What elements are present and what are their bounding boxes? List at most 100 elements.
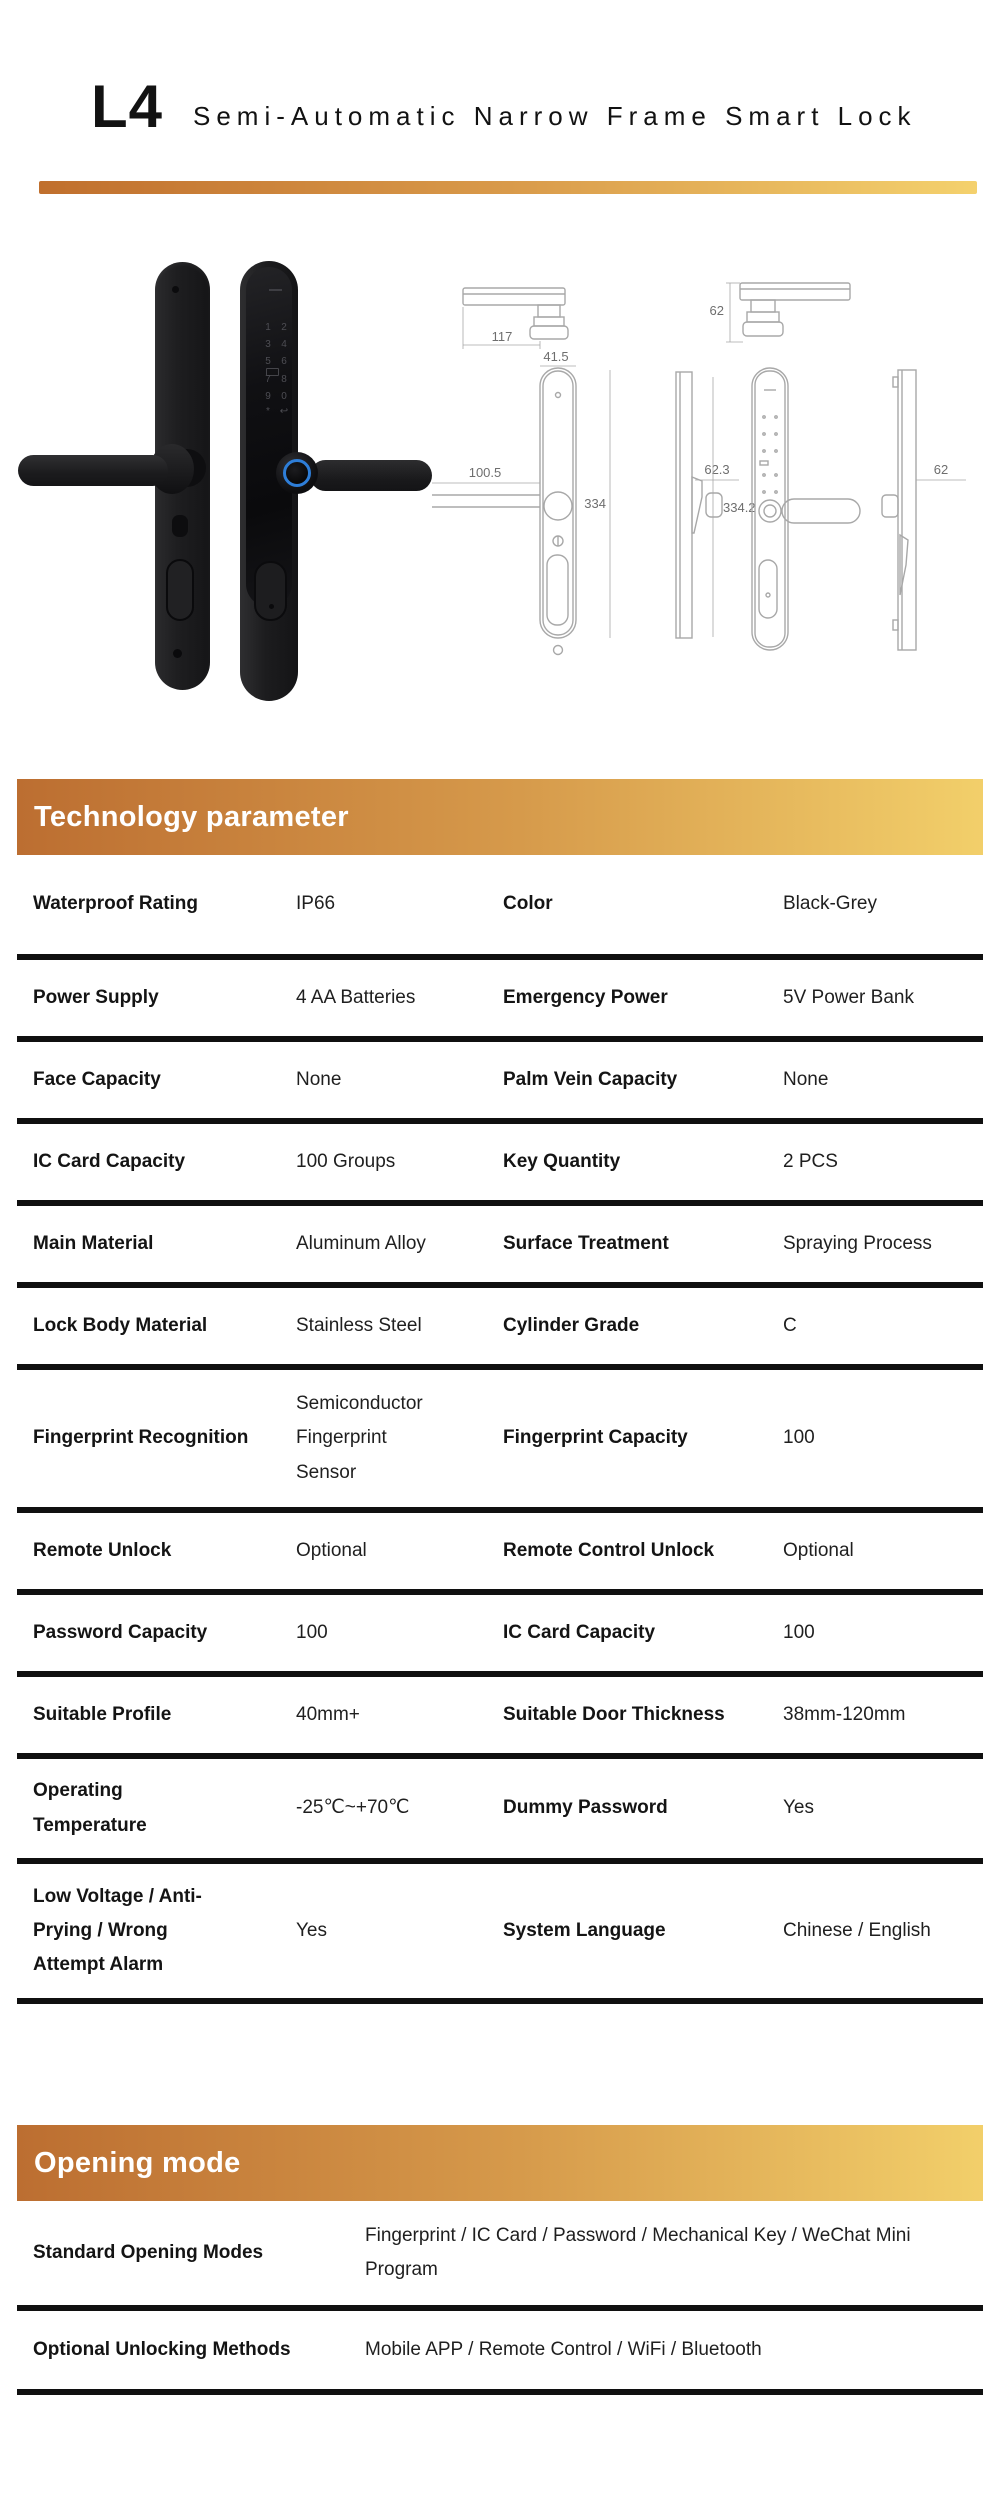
keypad-digit: 7 [265,374,271,385]
dimension-label: 62 [710,303,724,318]
product-model: L4 [91,73,164,140]
drawing-handle-top-right: 62 [710,282,851,343]
lock-front-lever-handle [310,460,432,491]
spec-value: None [783,1068,829,1090]
dimension-label: 62 [934,462,948,477]
table-row: Remote Unlock Optional Remote Control Un… [17,1513,983,1595]
spec-label: Operating Temperature [33,1780,147,1836]
keypad-digit: 2 [281,322,287,333]
spec-label: Fingerprint Capacity [503,1427,688,1449]
spec-label: Remote Control Unlock [503,1539,715,1561]
spec-label: Waterproof Rating [33,893,199,915]
dimension-label: 41.5 [543,349,568,364]
table-row: Password Capacity 100 IC Card Capacity 1… [17,1595,983,1677]
spec-value: Black-Grey [783,893,877,915]
spec-label: Lock Body Material [33,1314,208,1336]
spec-value: Spraying Process [783,1232,932,1254]
lock-back-indicator-dot [172,286,179,293]
keypad-digit: 3 [265,339,271,350]
spec-label: Face Capacity [33,1068,161,1090]
battery-icon [266,368,279,376]
spec-label: IC Card Capacity [503,1621,656,1643]
spec-label: Optional Unlocking Methods [33,2338,291,2360]
section-header-technology: Technology parameter [17,779,983,855]
spec-value: 40mm+ [296,1703,360,1725]
section-title: Technology parameter [34,800,349,833]
lock-front-cover-dot [269,604,274,609]
spec-value: IP66 [296,893,336,915]
spec-label: Fingerprint Recognition [33,1427,249,1449]
dimension-label: 117 [492,329,513,344]
spec-value: Mobile APP / Remote Control / WiFi / Blu… [365,2338,762,2360]
table-row: Face Capacity None Palm Vein Capacity No… [17,1042,983,1124]
technology-parameter-section: Technology parameter Waterproof Rating I… [17,779,983,2004]
lock-back-thumbturn [172,515,188,537]
keypad-digit: 9 [265,391,271,402]
spec-label: Key Quantity [503,1150,621,1172]
drawing-side-view: 62.3 334.2 [675,371,756,639]
spec-label: Password Capacity [33,1621,208,1643]
lock-front-glass-panel [246,267,292,607]
spec-label: IC Card Capacity [33,1150,186,1172]
dimension-label: 62.3 [704,462,729,477]
spec-label: Low Voltage / Anti-Prying / Wrong Attemp… [33,1885,202,1976]
spec-value: Optional [296,1539,367,1561]
spec-value: Fingerprint / IC Card / Password / Mecha… [365,2224,911,2280]
technical-drawings: 117 62 41.5 100.5 [432,282,966,656]
table-row: Low Voltage / Anti-Prying / Wrong Attemp… [17,1864,983,2004]
table-row: Fingerprint Recognition Semiconductor Fi… [17,1370,983,1513]
lock-front-status-dash [269,289,282,291]
spec-value: 38mm-120mm [783,1703,906,1725]
table-row: Waterproof Rating IP66 Color Black-Grey [17,855,983,960]
lock-back-lever-handle [18,455,168,486]
dimension-label: 334.2 [723,500,756,515]
spec-label: Color [503,893,553,915]
spec-value: Aluminum Alloy [296,1232,426,1254]
spec-value: -25℃~+70℃ [296,1797,410,1819]
spec-value: Yes [296,1919,327,1941]
table-row: Standard Opening Modes Fingerprint / IC … [17,2201,983,2311]
spec-label: Surface Treatment [503,1232,669,1254]
spec-label: Palm Vein Capacity [503,1068,678,1090]
spec-value: Chinese / English [783,1919,931,1941]
table-row: Power Supply 4 AA Batteries Emergency Po… [17,960,983,1042]
spec-value: 2 PCS [783,1150,838,1172]
lock-back-battery-cover [166,559,194,621]
opening-mode-section: Opening mode Standard Opening Modes Fing… [17,2125,983,2395]
table-row: IC Card Capacity 100 Groups Key Quantity… [17,1124,983,1206]
drawing-front-view: 41.5 100.5 334 [432,349,611,656]
table-row: Operating Temperature -25℃~+70℃ Dummy Pa… [17,1759,983,1864]
spec-value: Stainless Steel [296,1314,422,1336]
keypad-digit: 1 [265,322,271,333]
drawing-keypad-view [751,367,861,651]
table-row: Optional Unlocking Methods Mobile APP / … [17,2311,983,2395]
keypad-digit: 6 [281,356,287,367]
spec-label: Emergency Power [503,986,668,1008]
keypad-digit: 8 [281,374,287,385]
table-row: Suitable Profile 40mm+ Suitable Door Thi… [17,1677,983,1759]
spec-label: Suitable Door Thickness [503,1703,725,1725]
spec-value: Optional [783,1539,854,1561]
keypad-digit: 5 [265,356,271,367]
keypad-digit: 0 [281,391,287,402]
spec-value: 5V Power Bank [783,986,914,1008]
lock-front-key-cover [254,561,287,621]
spec-value: Yes [783,1797,814,1819]
lock-back-screw-hole [173,649,182,658]
gradient-divider [39,181,977,194]
spec-label: System Language [503,1919,666,1941]
spec-value: 100 [783,1621,815,1643]
section-header-opening: Opening mode [17,2125,983,2201]
spec-label: Dummy Password [503,1797,668,1819]
spec-label: Main Material [33,1232,154,1254]
drawing-side-view-right: 62 [881,369,966,651]
table-row: Main Material Aluminum Alloy Surface Tre… [17,1206,983,1288]
spec-label: Suitable Profile [33,1703,172,1725]
spec-value: 100 Groups [296,1150,396,1172]
spec-label: Standard Opening Modes [33,2241,264,2263]
spec-value: Semiconductor Fingerprint Sensor [296,1393,423,1483]
spec-label: Power Supply [33,986,159,1008]
section-title: Opening mode [34,2146,241,2179]
spec-label: Cylinder Grade [503,1314,640,1336]
